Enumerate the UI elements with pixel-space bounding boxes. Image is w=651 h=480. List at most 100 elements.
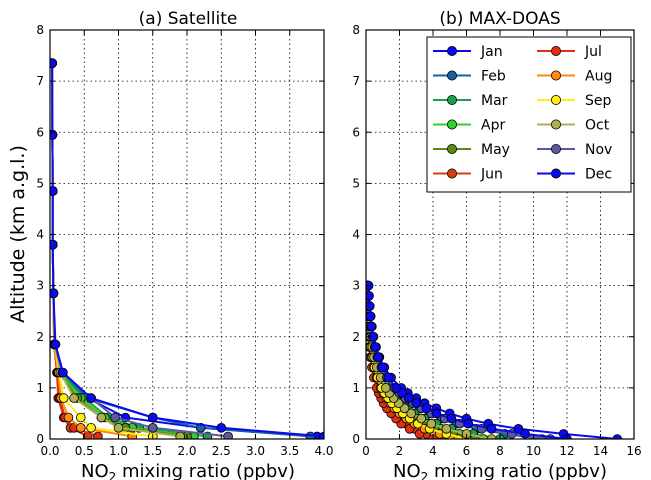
data-point: [86, 422, 96, 433]
data-point: [520, 429, 530, 439]
data-point: [110, 412, 120, 423]
legend-label: May: [481, 142, 510, 158]
legend-label: Feb: [481, 69, 506, 85]
y-tick-label: 2: [352, 330, 360, 344]
x-tick-label: 14: [593, 444, 608, 458]
x-tick-label: 4: [429, 444, 437, 458]
legend-marker: [446, 168, 457, 179]
x-tick-label: 2: [396, 444, 404, 458]
legend-marker: [446, 119, 457, 130]
x-tick-label: 3.0: [246, 444, 265, 458]
data-point: [50, 339, 61, 350]
x-axis-label-max-doas-sub: 2: [421, 470, 429, 480]
legend-item: Dec: [537, 167, 612, 183]
data-point: [113, 422, 124, 433]
data-point: [406, 408, 417, 419]
data-point: [50, 58, 57, 68]
legend-marker: [551, 143, 562, 154]
x-axis-label-max-doas-suffix: mixing ratio (ppbv): [428, 461, 607, 480]
y-tick-label: 2: [36, 330, 44, 344]
data-point: [421, 403, 432, 414]
legend-marker: [551, 46, 562, 57]
data-point: [391, 383, 401, 393]
x-tick-label: 12: [559, 444, 574, 458]
data-point: [403, 393, 414, 403]
data-point: [76, 412, 86, 423]
y-tick-label: 1: [36, 381, 44, 395]
data-point: [50, 239, 58, 250]
data-point: [50, 186, 58, 196]
y-tick-label: 3: [352, 279, 360, 293]
legend-item: Feb: [433, 69, 506, 85]
y-tick-label: 4: [352, 228, 360, 242]
y-tick-label: 7: [36, 74, 44, 88]
x-tick-label: 16: [626, 444, 641, 458]
x-axis-label-max-doas-prefix: NO: [393, 461, 421, 480]
data-point: [96, 412, 107, 423]
x-axis-label-max-doas: NO2 mixing ratio (ppbv): [393, 461, 607, 480]
x-tick-label: 6: [463, 444, 471, 458]
x-tick-label: 0.0: [40, 444, 59, 458]
data-point: [148, 422, 158, 433]
data-point: [86, 393, 96, 403]
legend-marker: [551, 70, 562, 81]
panel-satellite: (a) Satellite NO2 mixing ratio (ppbv) 0.…: [36, 9, 333, 480]
series-group: [50, 58, 324, 439]
legend-marker: [446, 143, 457, 154]
y-tick-label: 0: [36, 432, 44, 446]
legend-item: Apr: [433, 118, 505, 134]
legend-label: Apr: [481, 118, 505, 134]
data-point: [416, 413, 427, 424]
x-tick-label: 1.5: [143, 444, 162, 458]
x-axis-label-satellite-prefix: NO: [81, 461, 109, 480]
data-point: [69, 393, 79, 403]
legend-label: Jan: [480, 44, 503, 60]
legend-label: Aug: [585, 69, 612, 85]
data-point: [426, 418, 437, 429]
legend-marker: [446, 46, 457, 57]
panel-title-max-doas: (b) MAX-DOAS: [439, 9, 560, 29]
y-tick-label: 0: [352, 432, 360, 446]
y-tick-label: 5: [36, 176, 44, 190]
x-tick-label: 8: [496, 444, 504, 458]
x-axis-label-satellite: NO2 mixing ratio (ppbv): [81, 461, 295, 480]
x-tick-label: 10: [526, 444, 541, 458]
data-point: [411, 398, 422, 409]
panel-title-satellite: (a) Satellite: [139, 9, 238, 29]
legend-item: Nov: [537, 142, 612, 158]
plot-area: 0.0 0.5 1.0 1.5 2.0 2.5 3.0 3.5 4.0 0 1 2 3 4 5 6 7 8: [36, 23, 333, 458]
data-point: [383, 372, 394, 383]
legend-item: Aug: [537, 69, 612, 85]
data-point: [58, 367, 68, 378]
data-point: [486, 434, 497, 439]
legend-item: Jan: [433, 44, 503, 60]
data-point: [216, 422, 227, 433]
legend-marker: [446, 70, 457, 81]
y-tick-label: 8: [352, 23, 360, 37]
data-point: [76, 422, 86, 433]
y-tick-label: 1: [352, 381, 360, 395]
data-point: [486, 423, 497, 434]
data-point: [175, 431, 185, 439]
data-point: [373, 352, 383, 363]
legend-item: Oct: [537, 118, 610, 134]
legend-label: Dec: [585, 167, 612, 183]
y-tick-label: 6: [36, 125, 44, 139]
x-tick-label: 2.0: [177, 444, 196, 458]
legend-marker: [551, 168, 562, 179]
data-point: [366, 311, 376, 322]
legend-item: Mar: [433, 93, 508, 109]
legend-item: May: [433, 142, 510, 158]
x-tick-label: 0.5: [75, 444, 94, 458]
y-tick-label: 3: [36, 279, 44, 293]
y-tick-label: 7: [352, 74, 360, 88]
y-tick-label: 8: [36, 23, 44, 37]
legend-label: Jun: [480, 167, 503, 183]
legend-marker: [551, 119, 562, 130]
legend: Jan Feb Mar Apr May Jun Jul Aug Sep Oct Nov Dec: [426, 36, 632, 193]
legend-marker: [551, 95, 562, 106]
legend-label: Jul: [584, 44, 602, 60]
data-point: [446, 413, 457, 424]
